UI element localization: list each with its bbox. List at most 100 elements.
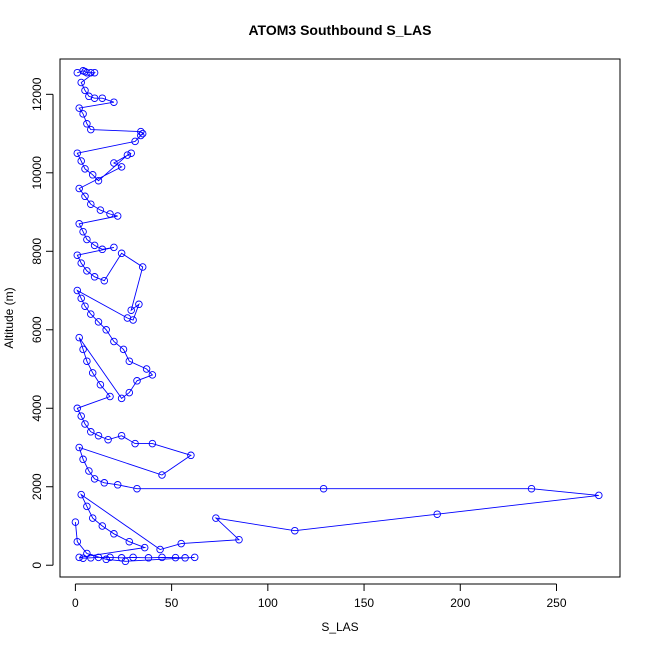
data-point — [110, 530, 118, 538]
y-tick-label: 12000 — [30, 77, 44, 111]
data-point — [79, 227, 87, 236]
data-point — [158, 553, 166, 562]
x-tick-label: 0 — [72, 596, 79, 610]
data-point — [148, 371, 157, 379]
x-tick-label: 150 — [354, 596, 374, 610]
data-point — [87, 68, 95, 77]
data-point — [135, 300, 143, 309]
data-point — [79, 554, 87, 562]
data-point — [110, 98, 118, 106]
data-point — [88, 171, 97, 179]
data-point — [73, 537, 82, 546]
data-point — [94, 553, 103, 562]
data-point — [90, 273, 99, 281]
data-point — [127, 306, 135, 314]
data-point — [171, 553, 180, 562]
data-point — [110, 243, 118, 252]
data-point — [110, 337, 118, 346]
data-point — [104, 435, 112, 444]
data-point — [90, 94, 99, 102]
data-point — [75, 220, 83, 228]
data-point — [87, 428, 95, 436]
data-point — [77, 294, 85, 303]
data-point — [81, 165, 89, 173]
data-point — [125, 388, 134, 397]
data-point — [83, 502, 91, 511]
data-point — [117, 249, 126, 258]
data-point — [83, 267, 91, 275]
data-point — [98, 245, 107, 254]
data-point — [100, 276, 109, 285]
y-tick-label: 6000 — [30, 316, 44, 343]
data-point — [81, 192, 89, 201]
data-point — [73, 404, 82, 413]
data-point — [77, 412, 85, 420]
data-point — [319, 484, 328, 493]
data-point — [158, 471, 166, 479]
data-point — [137, 127, 145, 136]
data-point — [527, 484, 536, 493]
data-point — [142, 365, 151, 373]
data-point — [77, 490, 85, 499]
x-tick-label: 50 — [165, 596, 179, 610]
data-point — [113, 481, 122, 489]
data-point — [133, 377, 141, 385]
x-tick-label: 250 — [546, 596, 566, 610]
data-point — [79, 110, 87, 118]
data-point — [110, 159, 118, 167]
data-point — [133, 484, 141, 493]
data-point — [187, 451, 195, 460]
data-point — [73, 286, 82, 295]
data-point — [81, 420, 89, 428]
data-point — [75, 553, 83, 562]
data-point — [87, 125, 95, 134]
data-point — [148, 439, 157, 448]
y-tick-label: 10000 — [30, 156, 44, 190]
data-point — [131, 439, 139, 448]
data-point — [77, 259, 85, 267]
data-point — [79, 455, 87, 464]
data-point — [85, 467, 93, 475]
y-tick-label: 0 — [30, 562, 44, 569]
chart-title: ATOM3 Southbound S_LAS — [248, 22, 431, 38]
y-axis: 0 2000 4000 6000 8000 10000 12000 — [30, 77, 54, 569]
data-point — [90, 475, 99, 483]
data-point — [75, 443, 83, 452]
data-point — [121, 557, 130, 566]
data-point — [75, 104, 83, 112]
data-point — [119, 345, 128, 354]
data-point — [81, 67, 89, 76]
x-tick-label: 200 — [450, 596, 470, 610]
data-point — [87, 200, 95, 208]
data-point — [235, 535, 243, 544]
data-point — [106, 392, 114, 401]
data-point — [81, 86, 89, 95]
x-tick-label: 100 — [258, 596, 278, 610]
data-point — [138, 263, 147, 271]
plot-frame — [59, 58, 621, 578]
data-point — [123, 151, 132, 159]
data-point — [83, 549, 91, 558]
data-point — [113, 212, 122, 220]
y-tick-label: 2000 — [30, 473, 44, 500]
data-point — [77, 157, 85, 165]
data-point — [127, 149, 135, 157]
data-point — [123, 314, 132, 322]
x-axis: 0 50 100 150 200 250 — [72, 583, 567, 610]
data-point — [88, 369, 97, 377]
data-point — [181, 554, 189, 562]
data-point — [129, 553, 137, 562]
data-point — [90, 241, 99, 250]
data-point — [98, 522, 107, 530]
data-point — [131, 137, 139, 146]
data-point — [94, 176, 103, 185]
data-point — [81, 302, 89, 310]
data-point — [75, 333, 83, 342]
data-point — [87, 554, 95, 562]
data-point — [137, 131, 145, 140]
data-point — [595, 491, 603, 500]
data-point — [94, 318, 103, 326]
data-point — [138, 129, 147, 138]
